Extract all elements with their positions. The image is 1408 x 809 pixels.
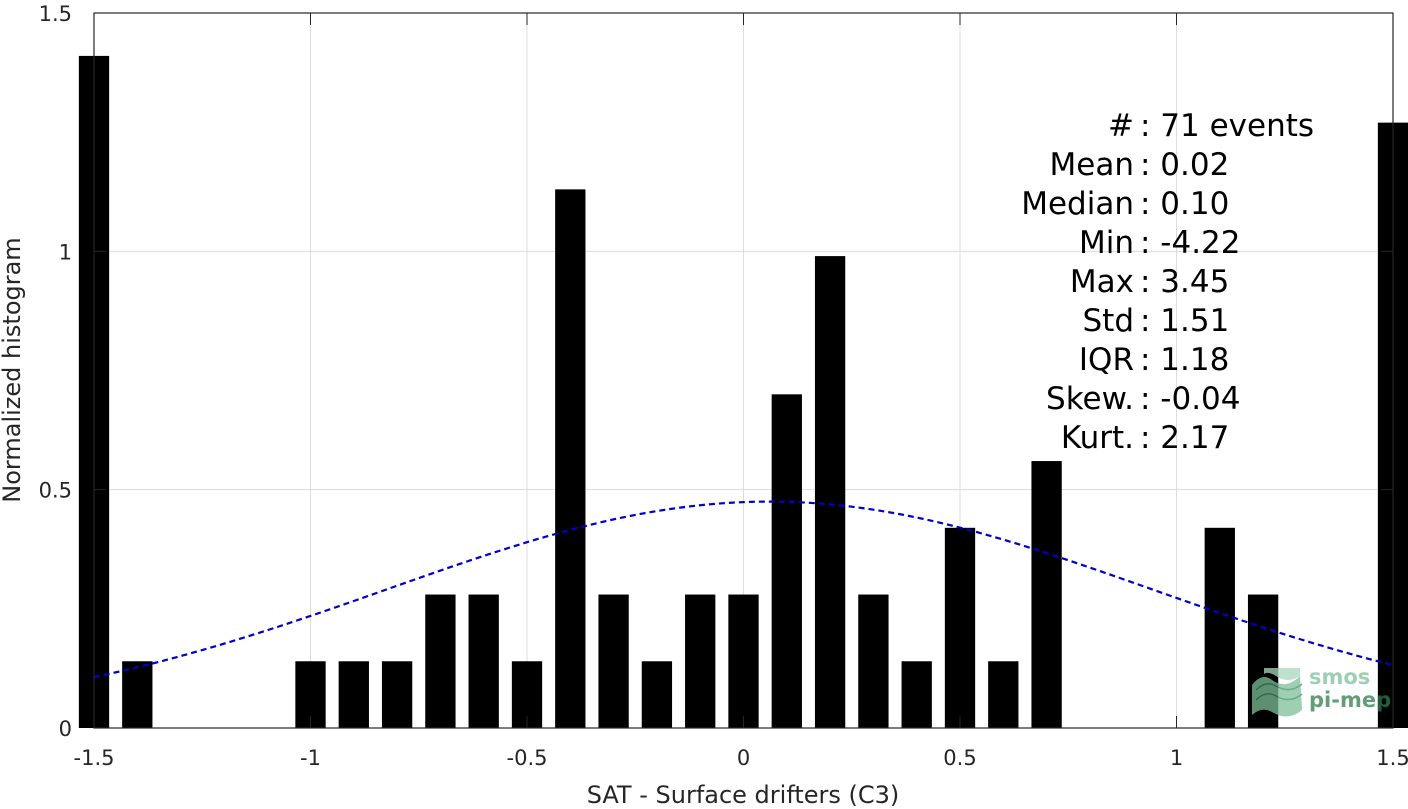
histogram-bar-20	[1204, 527, 1235, 728]
stat-line-8: Kurt.: 2.17	[1061, 420, 1230, 456]
logo-text-pi-mep: pi-mep	[1309, 688, 1391, 712]
stat-label-0: #	[1108, 108, 1134, 144]
stat-label-1: Mean	[1050, 147, 1134, 183]
y-tick-label-0: 0	[59, 717, 72, 741]
stat-value-2: : 0.10	[1140, 186, 1229, 222]
histogram-bar-10	[641, 661, 673, 728]
histogram-bar-12	[728, 594, 759, 728]
stat-value-4: : 3.45	[1140, 264, 1229, 300]
stat-line-0: #: 71 events	[1108, 108, 1314, 144]
smos-pi-mep-logo: smos pi-mep	[1252, 665, 1391, 717]
stat-line-7: Skew.: -0.04	[1046, 381, 1240, 417]
stat-value-3: : -4.22	[1140, 225, 1241, 261]
histogram-bar-4	[381, 661, 413, 728]
histogram-bar-9	[598, 594, 629, 728]
stat-line-3: Min: -4.22	[1079, 225, 1241, 261]
histogram-bar-5	[425, 594, 456, 728]
y-tick-label-3: 1.5	[39, 2, 72, 26]
stat-line-2: Median: 0.10	[1021, 186, 1229, 222]
stat-label-4: Max	[1070, 264, 1134, 300]
stat-line-4: Max: 3.45	[1070, 264, 1229, 300]
stat-value-6: : 1.18	[1140, 342, 1229, 378]
stat-label-5: Std	[1082, 303, 1134, 339]
histogram-bar-18	[988, 661, 1019, 728]
histogram-bar-15	[858, 594, 889, 728]
histogram-bar-14	[814, 256, 846, 728]
histogram-bar-6	[468, 594, 499, 728]
stat-value-8: : 2.17	[1140, 420, 1229, 456]
histogram-bar-13	[771, 394, 802, 728]
stat-line-5: Std: 1.51	[1082, 303, 1229, 339]
logo-wave-icon	[1252, 668, 1303, 717]
stat-label-3: Min	[1079, 225, 1134, 261]
stat-value-1: : 0.02	[1140, 147, 1229, 183]
x-tick-label-4: 0.5	[943, 746, 976, 770]
histogram-bar-19	[1031, 461, 1062, 728]
stat-line-6: IQR: 1.18	[1079, 342, 1229, 378]
histogram-bar-11	[685, 594, 716, 728]
x-tick-labels: -1.5 -1 -0.5 0 0.5 1 1.5	[74, 746, 1408, 770]
x-tick-label-1: -1	[300, 746, 321, 770]
gaussian-fit-curve	[93, 500, 1394, 679]
stat-line-1: Mean: 0.02	[1050, 147, 1230, 183]
histogram-bar-3	[338, 661, 369, 728]
stat-value-0: : 71 events	[1140, 108, 1314, 144]
stat-label-6: IQR	[1079, 342, 1134, 378]
x-tick-label-3: 0	[737, 746, 750, 770]
histogram-bar-1	[122, 661, 153, 728]
x-axis-label: SAT - Surface drifters (C3)	[587, 781, 900, 809]
x-tick-label-0: -1.5	[74, 746, 115, 770]
histogram-bar-8	[555, 189, 586, 728]
logo-text-smos: smos	[1309, 665, 1370, 689]
axis-ticks	[93, 12, 1394, 729]
histogram-bar-17	[944, 527, 976, 728]
x-tick-label-5: 1	[1170, 746, 1183, 770]
stat-label-7: Skew.	[1046, 381, 1134, 417]
histogram-bar-16	[901, 661, 932, 728]
x-tick-label-6: 1.5	[1376, 746, 1408, 770]
y-tick-labels: 0 0.5 1 1.5	[39, 2, 72, 741]
y-axis-label: Normalized histogram	[0, 237, 26, 502]
stat-value-7: : -0.04	[1140, 381, 1241, 417]
stat-value-5: : 1.51	[1140, 303, 1229, 339]
y-tick-label-2: 1	[59, 240, 72, 264]
y-tick-label-1: 0.5	[39, 479, 72, 503]
x-tick-label-2: -0.5	[507, 746, 548, 770]
stat-label-2: Median	[1021, 186, 1134, 222]
stat-label-8: Kurt.	[1061, 420, 1134, 456]
